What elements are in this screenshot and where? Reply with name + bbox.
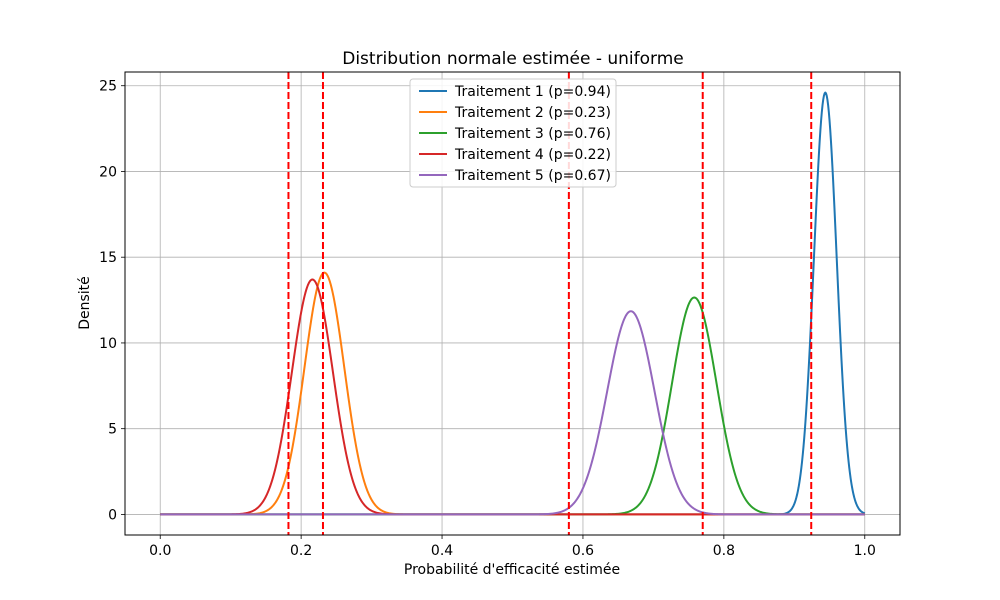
y-axis-label: Densité <box>77 276 93 330</box>
plot-area <box>159 91 866 516</box>
legend-entry-label: Traitement 5 (p=0.67) <box>454 168 611 184</box>
series-line-5 <box>159 310 866 516</box>
x-axis-label: Probabilité d'efficacité estimée <box>404 562 620 578</box>
x-tick-label: 0.4 <box>431 543 453 559</box>
y-tick-label: 15 <box>99 250 117 266</box>
y-tick-label: 5 <box>108 422 117 438</box>
x-tick-label: 1.0 <box>854 543 876 559</box>
legend-entry-label: Traitement 4 (p=0.22) <box>454 147 611 163</box>
x-axis: 0.0 0.2 0.4 0.6 0.8 1.0 <box>149 535 876 559</box>
x-tick-label: 0.0 <box>149 543 171 559</box>
x-tick-label: 0.8 <box>713 543 735 559</box>
legend-entry-label: Traitement 1 (p=0.94) <box>454 84 611 100</box>
y-tick-label: 25 <box>99 79 117 95</box>
axes-frame <box>124 71 901 536</box>
legend-entry-label: Traitement 2 (p=0.23) <box>454 105 611 121</box>
y-tick-label: 10 <box>99 336 117 352</box>
x-tick-label: 0.6 <box>572 543 594 559</box>
y-axis: 0 5 10 15 20 25 <box>99 79 125 523</box>
chart-title: Distribution normale estimée - uniforme <box>342 49 684 69</box>
threshold-lines <box>287 72 813 535</box>
y-tick-label: 20 <box>99 164 117 180</box>
legend-box <box>409 78 617 188</box>
legend: Traitement 1 (p=0.94) Traitement 2 (p=0.2… <box>409 78 617 188</box>
x-tick-label: 0.2 <box>290 543 312 559</box>
legend-entry-label: Traitement 3 (p=0.76) <box>454 126 611 142</box>
y-tick-label: 0 <box>108 507 117 523</box>
